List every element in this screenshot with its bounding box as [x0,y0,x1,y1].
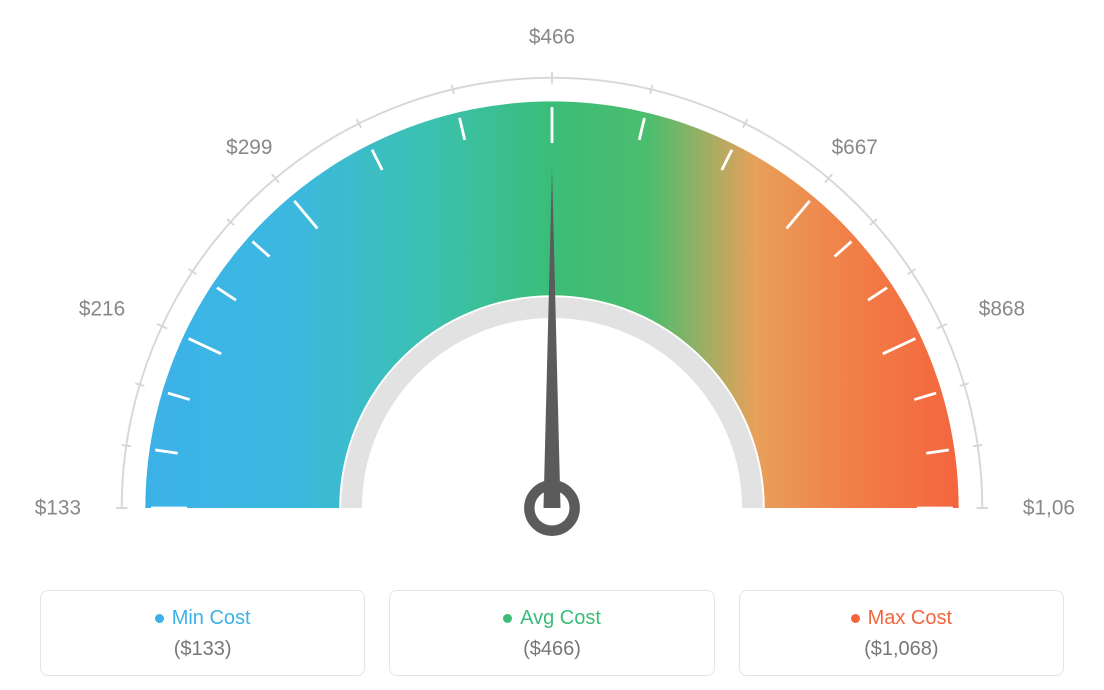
legend-value-max: ($1,068) [750,638,1053,661]
legend-title-min: Min Cost [155,607,251,630]
legend-card-max: Max Cost ($1,068) [739,590,1064,676]
legend-title-max: Max Cost [851,607,952,630]
legend-title-avg: Avg Cost [503,607,601,630]
legend-value-min: ($133) [51,638,354,661]
legend-row: Min Cost ($133) Avg Cost ($466) Max Cost… [30,590,1074,676]
svg-text:$868: $868 [979,298,1025,321]
gauge-area: $133 $216 $299 $466 $667 $868 $1,068 [30,20,1074,580]
dot-icon-min [155,614,164,623]
dot-icon-max [851,614,860,623]
legend-label-max: Max Cost [868,607,952,630]
svg-text:$133: $133 [35,497,81,520]
legend-value-avg: ($466) [400,638,703,661]
svg-text:$299: $299 [226,136,272,159]
chart-container: $133 $216 $299 $466 $667 $868 $1,068 Min Cost … [0,0,1104,690]
svg-text:$667: $667 [832,136,878,159]
svg-text:$466: $466 [529,26,575,49]
legend-label-min: Min Cost [172,607,251,630]
legend-label-avg: Avg Cost [520,607,601,630]
gauge-svg: $133 $216 $299 $466 $667 $868 $1,068 [30,20,1074,580]
svg-text:$216: $216 [79,298,125,321]
legend-card-min: Min Cost ($133) [40,590,365,676]
legend-card-avg: Avg Cost ($466) [389,590,714,676]
dot-icon-avg [503,614,512,623]
svg-text:$1,068: $1,068 [1023,497,1074,520]
